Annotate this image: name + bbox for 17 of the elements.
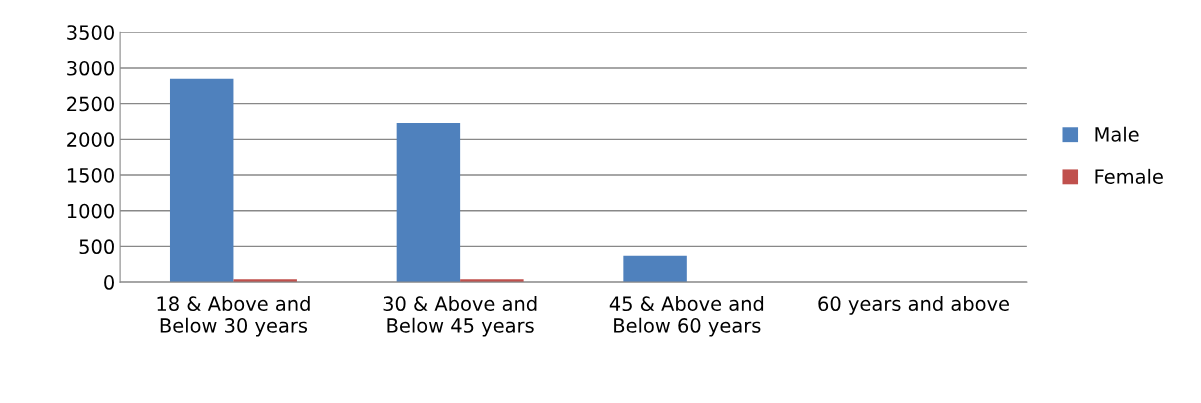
x-tick-label: 30 & Above and Below 45 years	[383, 295, 537, 337]
bar	[169, 78, 234, 283]
y-tick-label: 1500	[67, 167, 114, 183]
y-tick-label: 1000	[67, 203, 114, 219]
bar	[396, 122, 461, 283]
bar	[623, 255, 687, 283]
legend-label: Female	[1095, 168, 1163, 184]
y-tick-label: 2500	[67, 96, 114, 112]
y-tick-label: 500	[79, 239, 114, 255]
y-tick-label: 0	[104, 275, 114, 290]
y-tick-label: 2000	[67, 132, 114, 147]
legend-label: Male	[1095, 126, 1139, 142]
y-tick-label: 3500	[67, 25, 114, 40]
x-tick-label: 45 & Above and Below 60 years	[609, 295, 764, 337]
x-tick-label: 18 & Above and Below 30 years	[157, 295, 310, 337]
y-tick-label: 3000	[67, 60, 114, 76]
x-tick-label: 60 years and above	[818, 295, 1009, 315]
